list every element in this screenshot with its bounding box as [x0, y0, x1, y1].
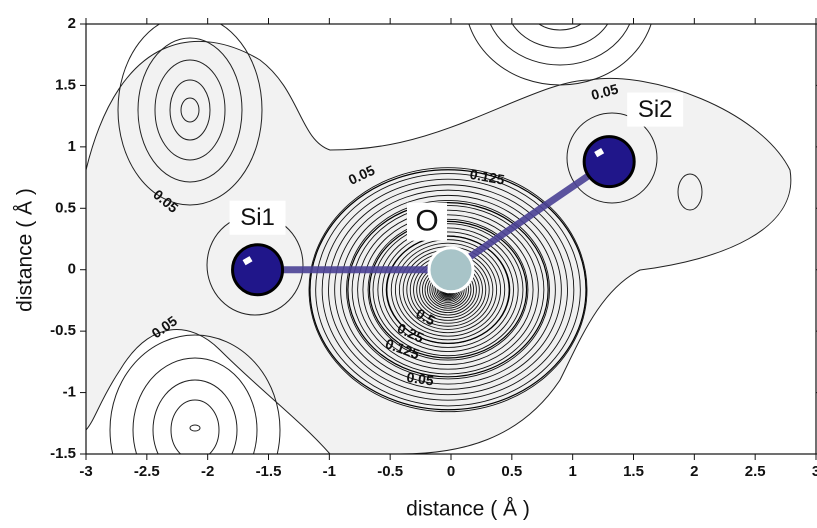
x-tick-label: 0: [447, 463, 455, 480]
contour-level: [309, 169, 587, 411]
contour-ring: [321, 178, 575, 401]
y-tick-label: -1.5: [50, 445, 76, 462]
contour-label: 0.125: [469, 166, 506, 188]
contour-ring: [346, 200, 550, 380]
blob-left-top: [117, 24, 263, 206]
contour-ring: [367, 218, 529, 361]
contour-ring: [328, 184, 568, 396]
x-tick-label: 3: [812, 463, 817, 480]
contour-ring: [362, 214, 534, 366]
contour-ring: [315, 173, 581, 407]
y-tick-label: 0: [68, 261, 76, 278]
y-tick-label: 1: [68, 138, 76, 155]
blob-top: [468, 24, 652, 86]
y-tick-label: 0.5: [55, 199, 76, 216]
contour-level: [368, 220, 528, 359]
atom-label: Si2: [638, 96, 673, 123]
contour-ring: [372, 223, 524, 357]
x-tick-label: -0.5: [377, 463, 403, 480]
atom-label: O: [415, 205, 438, 238]
atom-highlight: [594, 148, 605, 158]
x-tick-label: 2.5: [745, 463, 766, 480]
y-tick-label: -0.5: [50, 322, 76, 339]
contour-level: [385, 235, 511, 344]
atom-label: Si1: [240, 204, 275, 231]
contour-label: 0.05: [406, 369, 435, 389]
y-tick-label: 1.5: [55, 76, 76, 93]
contour-ring: [394, 242, 502, 337]
blob-small: [677, 173, 703, 211]
x-tick-label: 1: [568, 463, 576, 480]
x-tick-label: 2: [690, 463, 698, 480]
contour-ring: [382, 231, 514, 348]
contour-ring: [340, 194, 556, 385]
blob-left-bottom: [109, 334, 281, 454]
x-tick-label: -2.5: [134, 463, 160, 480]
si2-hole: [566, 112, 658, 204]
contour-ring: [390, 239, 506, 341]
contour-label: 0.05: [589, 80, 620, 103]
atom: [231, 243, 285, 297]
contour-level: [347, 202, 549, 378]
atoms: Si1 O Si2: [229, 92, 684, 297]
y-tick-label: 2: [68, 15, 76, 32]
x-tick-label: -1: [323, 463, 336, 480]
atom: [582, 135, 636, 189]
y-axis-label: distance ( Å ): [14, 188, 37, 312]
y-tick-label: -1: [63, 384, 76, 401]
x-tick-label: -3: [79, 463, 92, 480]
contour-ring: [351, 204, 545, 375]
contour-ring: [357, 209, 539, 370]
atom-label-box: [407, 202, 447, 241]
x-tick-label: 1.5: [623, 463, 644, 480]
x-axis-label: distance ( Å ): [406, 498, 530, 521]
contour-ring: [377, 227, 519, 352]
bond: [447, 158, 613, 274]
atom: [427, 246, 475, 294]
contour-ring: [334, 189, 562, 390]
x-tick-label: 0.5: [501, 463, 522, 480]
atom-label-box: [229, 200, 286, 235]
x-tick-label: -2: [201, 463, 214, 480]
x-tick-label: -1.5: [256, 463, 282, 480]
atom-highlight: [242, 256, 253, 266]
atom-label-box: [627, 92, 684, 127]
